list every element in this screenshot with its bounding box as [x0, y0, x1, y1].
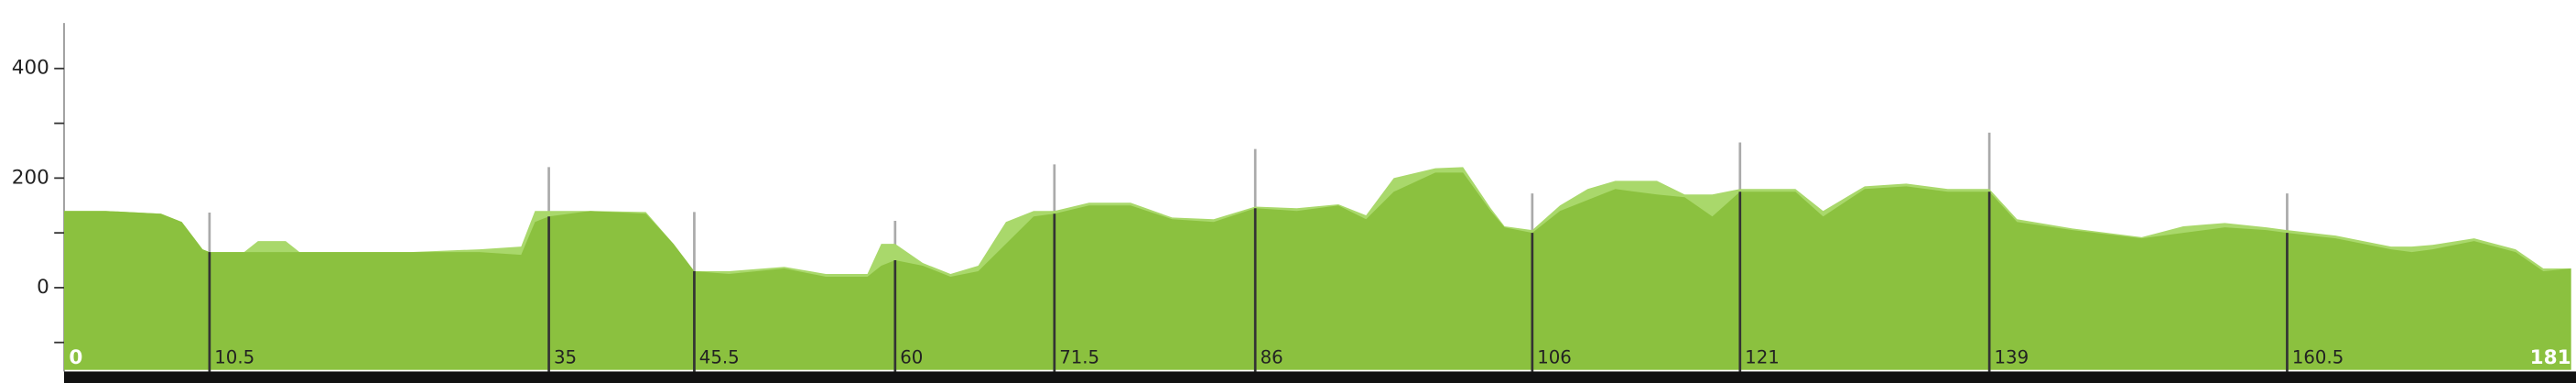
y-tick-label: 400	[12, 57, 49, 80]
marker-label: 139	[1995, 347, 2029, 368]
marker-label: 106	[1537, 347, 1572, 368]
marker-label: 160.5	[2292, 347, 2343, 368]
marker-label: 45.5	[699, 347, 740, 368]
marker-label: 71.5	[1059, 347, 1099, 368]
marker-label: 35	[554, 347, 577, 368]
end-label: 181	[2530, 346, 2571, 369]
marker-label: 10.5	[214, 347, 254, 368]
start-label: 0	[69, 346, 82, 369]
bottom-bar	[63, 371, 2576, 383]
y-tick-label: 0	[37, 276, 49, 299]
marker-label: 121	[1745, 347, 1780, 368]
y-tick-label: 200	[12, 166, 49, 189]
elevation-area	[63, 172, 2571, 370]
marker-label: 60	[900, 347, 923, 368]
marker-label: 86	[1261, 347, 1283, 368]
